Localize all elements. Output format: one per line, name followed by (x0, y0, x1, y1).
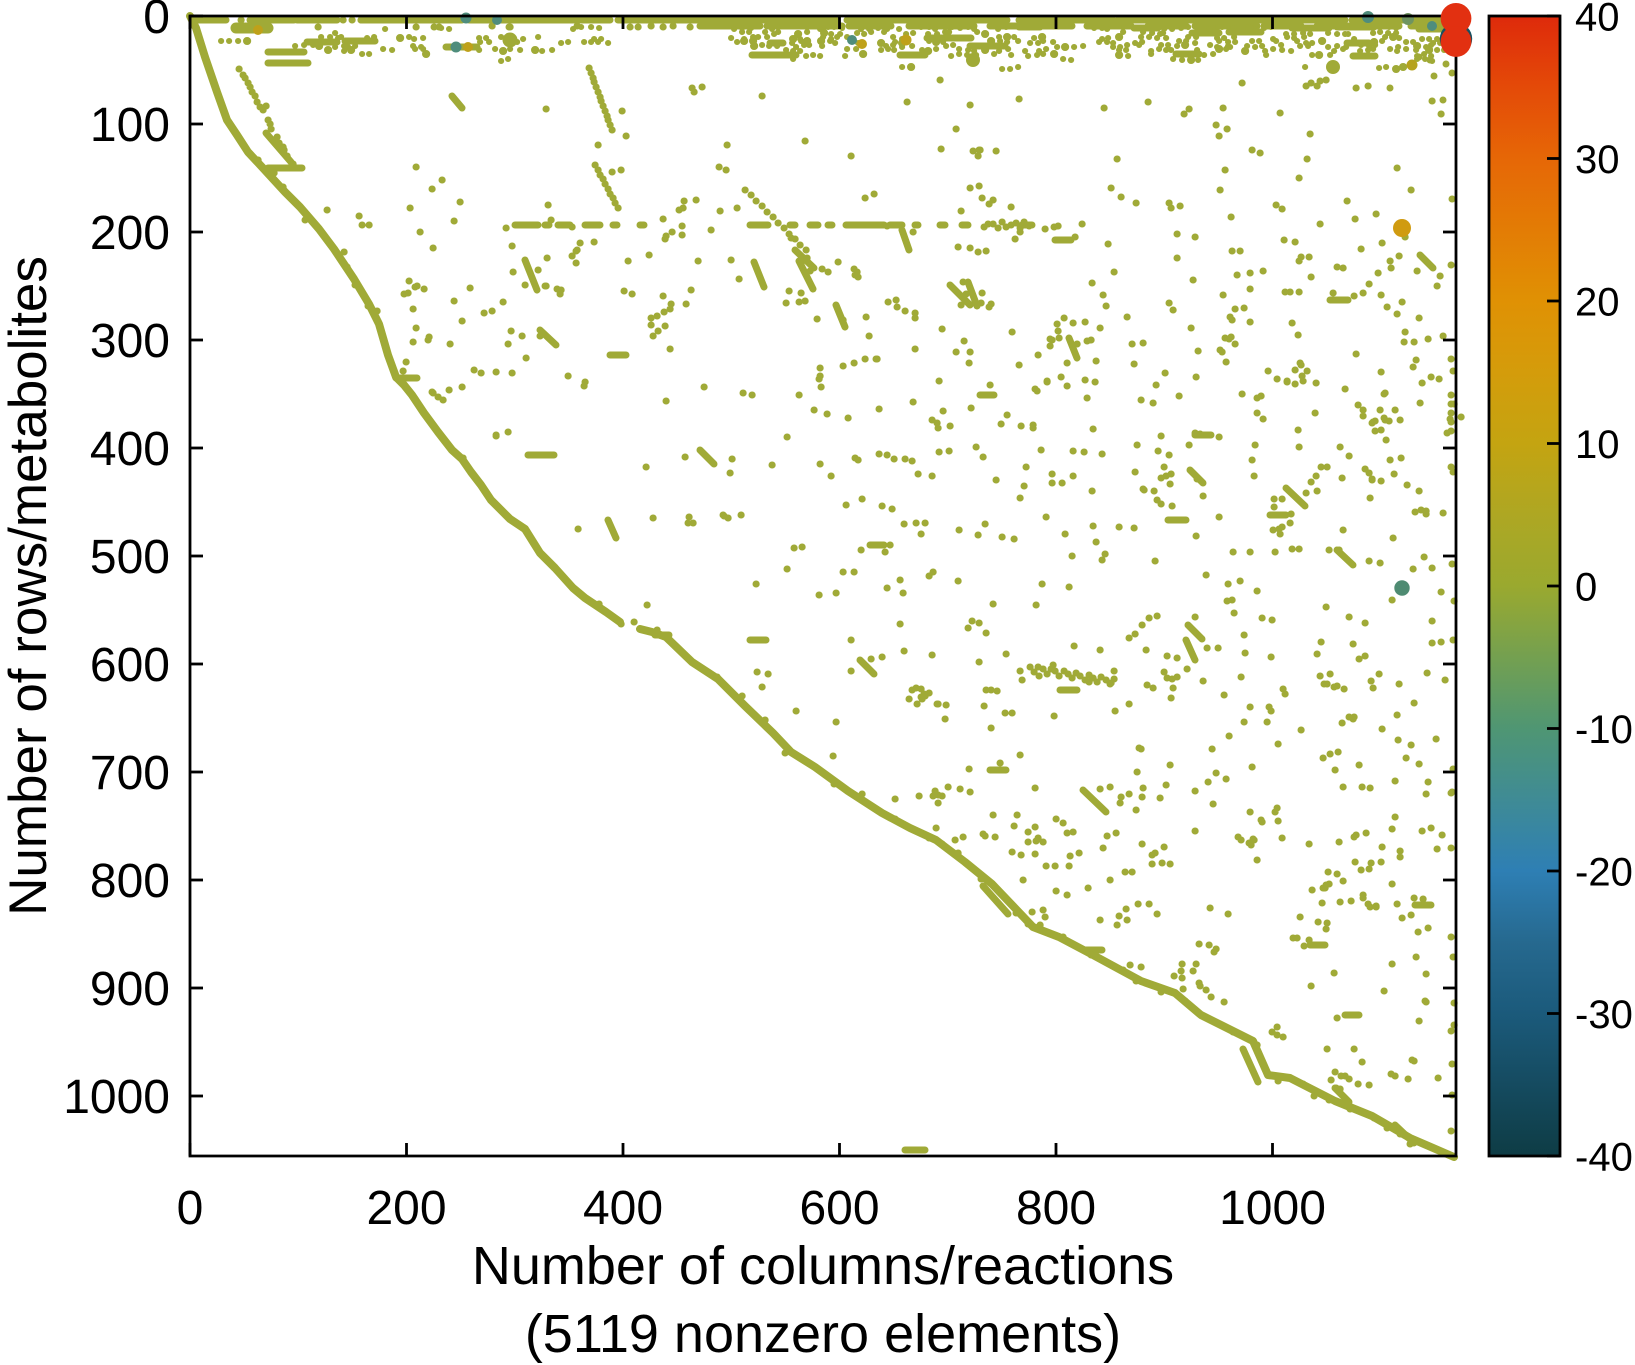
svg-text:500: 500 (90, 531, 170, 584)
svg-text:-20: -20 (1575, 851, 1633, 895)
svg-text:400: 400 (90, 423, 170, 476)
svg-text:-30: -30 (1575, 993, 1633, 1037)
svg-text:0: 0 (1575, 566, 1597, 610)
svg-text:300: 300 (90, 315, 170, 368)
svg-text:1000: 1000 (1219, 1182, 1326, 1235)
svg-text:400: 400 (583, 1182, 663, 1235)
svg-text:800: 800 (90, 855, 170, 908)
svg-text:(5119 nonzero elements): (5119 nonzero elements) (525, 1304, 1121, 1364)
svg-text:Number of rows/metabolites: Number of rows/metabolites (0, 256, 58, 916)
svg-text:0: 0 (143, 0, 170, 44)
svg-text:600: 600 (799, 1182, 879, 1235)
svg-text:200: 200 (366, 1182, 446, 1235)
svg-text:30: 30 (1575, 138, 1620, 182)
svg-text:1000: 1000 (63, 1071, 170, 1124)
svg-text:0: 0 (177, 1182, 204, 1235)
svg-text:100: 100 (90, 99, 170, 152)
svg-text:-40: -40 (1575, 1136, 1633, 1180)
svg-text:800: 800 (1016, 1182, 1096, 1235)
svg-text:200: 200 (90, 207, 170, 260)
svg-text:-10: -10 (1575, 708, 1633, 752)
svg-text:900: 900 (90, 963, 170, 1016)
svg-text:10: 10 (1575, 423, 1620, 467)
svg-text:Number of columns/reactions: Number of columns/reactions (472, 1236, 1174, 1296)
svg-text:20: 20 (1575, 281, 1620, 325)
svg-text:40: 40 (1575, 0, 1620, 40)
svg-text:600: 600 (90, 639, 170, 692)
svg-text:700: 700 (90, 747, 170, 800)
